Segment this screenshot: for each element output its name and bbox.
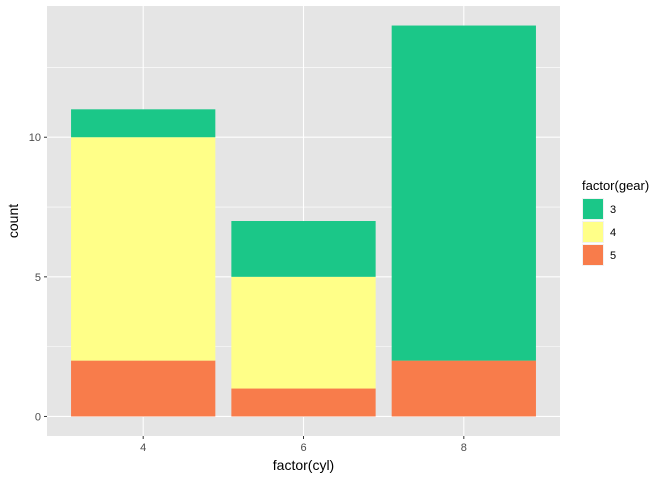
- bar-cyl-4-gear-3: [71, 109, 216, 138]
- bar-cyl-6-gear-5: [231, 388, 376, 417]
- x-tick-label: 4: [140, 442, 146, 454]
- bar-cyl-8-gear-3: [391, 25, 536, 361]
- y-tick-label: 5: [35, 272, 41, 284]
- bar-cyl-4-gear-5: [71, 360, 216, 417]
- bars: [71, 25, 536, 417]
- legend-label-5: 5: [610, 250, 616, 262]
- bar-cyl-6-gear-3: [231, 221, 376, 277]
- y-tick-label: 0: [35, 411, 41, 423]
- legend-swatch-3: [583, 199, 603, 219]
- legend-label-4: 4: [610, 227, 616, 239]
- y-axis: 0 5 10: [29, 132, 47, 423]
- x-axis-title: factor(cyl): [273, 457, 334, 473]
- x-axis: 4 6 8: [140, 436, 467, 454]
- legend: factor(gear) 3 4 5: [582, 178, 649, 266]
- x-tick-label: 8: [461, 442, 467, 454]
- x-tick-label: 6: [300, 442, 306, 454]
- legend-swatch-5: [583, 245, 603, 265]
- bar-cyl-6-gear-4: [231, 276, 376, 389]
- legend-title: factor(gear): [582, 178, 649, 193]
- y-tick-label: 10: [29, 132, 41, 144]
- y-axis-title: count: [5, 204, 21, 238]
- legend-label-3: 3: [610, 204, 616, 216]
- bar-cyl-8-gear-5: [391, 360, 536, 417]
- legend-swatch-4: [583, 222, 603, 242]
- bar-cyl-4-gear-4: [71, 137, 216, 361]
